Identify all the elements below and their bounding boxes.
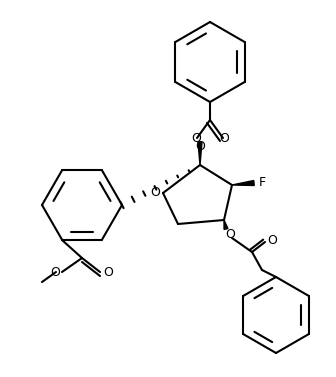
Polygon shape (232, 181, 254, 185)
Text: O: O (267, 234, 277, 247)
Text: O: O (195, 141, 205, 153)
Text: O: O (103, 265, 113, 279)
Text: O: O (50, 265, 60, 279)
Text: O: O (150, 187, 160, 199)
Text: O: O (191, 132, 201, 144)
Polygon shape (198, 142, 202, 165)
Text: O: O (225, 228, 235, 242)
Polygon shape (224, 220, 228, 230)
Text: O: O (219, 132, 229, 144)
Text: F: F (259, 176, 266, 190)
